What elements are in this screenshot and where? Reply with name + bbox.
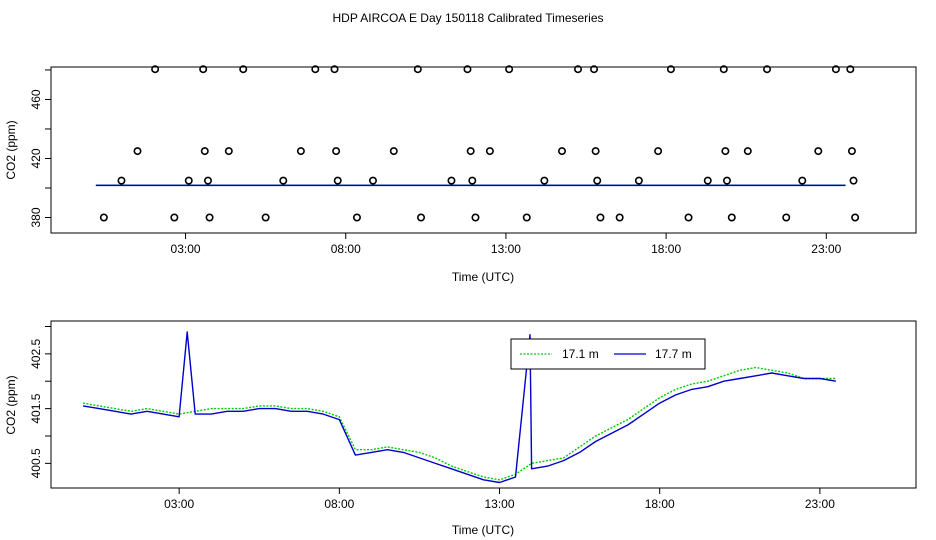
x-tick-label: 08:00 [324,497,354,511]
flask-point [279,176,288,185]
flask-point [151,65,160,74]
x-tick-label: 03:00 [164,497,194,511]
top-x-axis: 03:00 08:00 13:00 18:00 23:00 [171,233,842,256]
top-flask-points [99,65,860,222]
flask-point [684,213,693,222]
flask-point [184,176,193,185]
flask-point [590,65,599,74]
flask-point [722,176,731,185]
y-tick-label: 460 [29,89,43,109]
x-tick-label: 13:00 [491,242,521,256]
bottom-y-axis-label: CO2 (ppm) [4,375,18,434]
x-tick-label: 08:00 [331,242,361,256]
series-line-17-1-m [82,366,836,481]
flask-point [205,213,214,222]
flask-point [574,65,583,74]
flask-point [798,176,807,185]
x-tick-label: 23:00 [811,242,841,256]
flask-point [352,213,361,222]
flask-point [666,65,675,74]
flask-point [333,176,342,185]
x-tick-label: 13:00 [485,497,515,511]
flask-point [743,147,752,156]
flask-point [466,147,475,156]
y-tick-label: 402.5 [29,339,43,369]
flask-point [239,65,248,74]
flask-point [849,176,858,185]
flask-point [721,147,730,156]
flask-point [814,147,823,156]
flask-point [117,176,126,185]
flask-point [296,147,305,156]
bottom-y-axis: 400.5 401.5 402.5 [29,325,51,478]
flask-point [99,213,108,222]
top-y-axis: 380 420 460 [29,69,51,228]
flask-point [831,65,840,74]
flask-point [417,213,426,222]
flask-point [170,213,179,222]
flask-point [540,176,549,185]
x-tick-label: 18:00 [651,242,681,256]
flask-point [615,213,624,222]
flask-point [468,176,477,185]
flask-point [763,65,772,74]
y-tick-label: 401.5 [29,393,43,423]
legend-label-17-7m: 17.7 m [655,347,692,361]
flask-point [133,147,142,156]
flask-point [596,213,605,222]
x-tick-label: 03:00 [171,242,201,256]
chart-title: HDP AIRCOA E Day 150118 Calibrated Times… [332,11,603,25]
y-tick-label: 400.5 [29,448,43,478]
flask-point [485,147,494,156]
flask-point [703,176,712,185]
flask-point [847,147,856,156]
flask-point [368,176,377,185]
top-x-axis-label: Time (UTC) [452,270,514,284]
flask-point [719,65,728,74]
flask-point [389,147,398,156]
flask-point [203,176,212,185]
top-y-axis-label: CO2 (ppm) [4,120,18,179]
top-plot-frame [50,66,917,234]
flask-point [447,176,456,185]
flask-point [782,213,791,222]
x-tick-label: 18:00 [645,497,675,511]
flask-point [463,65,472,74]
flask-point [593,176,602,185]
flask-point [505,65,514,74]
bottom-series-lines [82,331,837,484]
flask-point [557,147,566,156]
flask-point [413,65,422,74]
flask-point [471,213,480,222]
flask-point [654,147,663,156]
series-line-17-7-m [82,331,837,484]
flask-point [332,147,341,156]
flask-point [727,213,736,222]
flask-point [199,65,208,74]
bottom-x-axis-label: Time (UTC) [452,523,514,537]
flask-point [634,176,643,185]
flask-point [522,213,531,222]
x-tick-label: 23:00 [805,497,835,511]
flask-point [261,213,270,222]
flask-point [846,65,855,74]
legend-label-17-1m: 17.1 m [562,347,599,361]
legend-box [510,338,706,370]
flask-point [330,65,339,74]
top-panel: 03:00 08:00 13:00 18:00 23:00 380 420 460 Time… [4,65,917,284]
flask-point [311,65,320,74]
bottom-panel: 03:00 08:00 13:00 18:00 23:00 400.5 401.5 402.… [4,320,917,537]
bottom-x-axis: 03:00 08:00 13:00 18:00 23:00 [164,488,835,511]
flask-point [591,147,600,156]
legend: 17.1 m 17.7 m [510,338,706,370]
y-tick-label: 420 [29,148,43,168]
flask-point [851,213,860,222]
y-tick-label: 380 [29,207,43,227]
bottom-plot-frame [50,320,917,489]
flask-point [224,147,233,156]
flask-point [200,147,209,156]
